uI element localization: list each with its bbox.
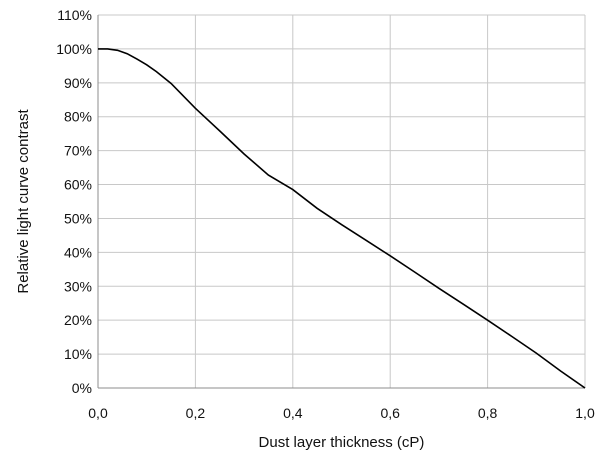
x-tick-label: 0,6 <box>380 405 400 421</box>
y-tick-label: 60% <box>64 177 92 193</box>
series <box>98 48 586 389</box>
y-tick-label: 110% <box>57 7 92 23</box>
y-tick-labels: 0% 10% 20% 30% 40% 50% 60% 70% 80% 90% 100% 110% <box>56 7 92 396</box>
x-tick-label: 0,0 <box>88 405 108 421</box>
x-tick-label: 0,8 <box>478 405 498 421</box>
x-tick-labels: 0,0 0,2 0,4 0,6 0,8 1,0 <box>88 405 595 421</box>
y-tick-label: 40% <box>64 244 92 260</box>
y-tick-label: 80% <box>64 109 92 125</box>
series-line <box>98 48 586 389</box>
grid <box>98 14 586 388</box>
y-tick-label: 10% <box>64 346 92 362</box>
x-tick-label: 0,2 <box>186 405 206 421</box>
y-tick-label: 20% <box>64 312 92 328</box>
y-tick-label: 90% <box>64 75 92 91</box>
x-axis-title: Dust layer thickness (cP) <box>259 434 425 451</box>
y-tick-label: 50% <box>64 210 92 226</box>
x-tick-label: 0,4 <box>283 405 303 421</box>
y-tick-label: 0% <box>72 380 92 396</box>
x-tick-label: 1,0 <box>575 405 595 421</box>
axes <box>97 15 585 389</box>
y-axis-title: Relative light curve contrast <box>15 109 32 294</box>
y-tick-label: 30% <box>64 278 92 294</box>
y-tick-label: 70% <box>64 143 92 159</box>
y-tick-label: 100% <box>56 41 92 57</box>
